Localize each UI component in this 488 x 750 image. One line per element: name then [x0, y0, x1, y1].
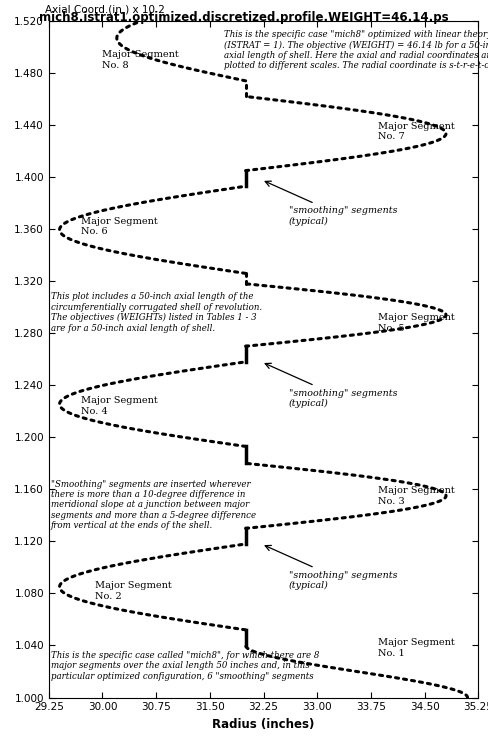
X-axis label: Radius (inches): Radius (inches) — [212, 718, 315, 731]
Text: Major Segment
No. 4: Major Segment No. 4 — [81, 397, 158, 416]
Text: Axial Coord.(in.) x 10 2: Axial Coord.(in.) x 10 2 — [44, 4, 164, 14]
Text: Major Segment
No. 1: Major Segment No. 1 — [378, 638, 455, 658]
Text: Major Segment
No. 3: Major Segment No. 3 — [378, 486, 455, 506]
Text: This is the specific case called "mich8", for which there are 8
major segments o: This is the specific case called "mich8"… — [51, 651, 319, 680]
Text: Major Segment
No. 7: Major Segment No. 7 — [378, 122, 455, 141]
Text: "smoothing" segments
(typical): "smoothing" segments (typical) — [265, 545, 397, 590]
Text: "Smoothing" segments are inserted wherever
there is more than a 10-degree differ: "Smoothing" segments are inserted wherev… — [51, 480, 256, 530]
Text: Major Segment
No. 2: Major Segment No. 2 — [95, 581, 172, 601]
Text: Major Segment
No. 6: Major Segment No. 6 — [81, 217, 158, 236]
Text: Major Segment
No. 5: Major Segment No. 5 — [378, 313, 455, 332]
Text: "smoothing" segments
(typical): "smoothing" segments (typical) — [265, 363, 397, 408]
Text: This plot includes a 50-inch axial length of the
circumferentially corrugated sh: This plot includes a 50-inch axial lengt… — [51, 292, 262, 332]
Text: mich8.istrat1.optimized.discretized.profile.WEIGHT=46.14.ps: mich8.istrat1.optimized.discretized.prof… — [39, 11, 449, 24]
Text: This is the specific case "mich8" optimized with linear theory
(ISTRAT = 1). The: This is the specific case "mich8" optimi… — [224, 30, 488, 70]
Text: "smoothing" segments
(typical): "smoothing" segments (typical) — [265, 182, 397, 226]
Text: Major Segment
No. 8: Major Segment No. 8 — [102, 50, 179, 70]
